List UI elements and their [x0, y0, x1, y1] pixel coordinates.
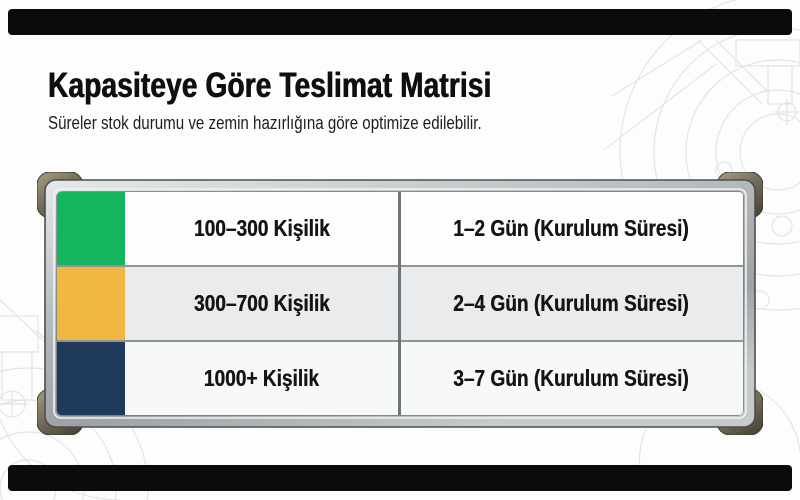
capacity-delivery-table: 100–300 Kişilik 1–2 Gün (Kurulum Süresi)… — [57, 192, 743, 415]
capacity-text: 1000+ Kişilik — [203, 365, 320, 391]
duration-cell: 2–4 Gün (Kurulum Süresi) — [398, 267, 743, 340]
top-bar — [8, 9, 792, 35]
duration-text: 3–7 Gün (Kurulum Süresi) — [452, 365, 689, 391]
capacity-color-chip-amber — [57, 267, 125, 340]
column-divider — [398, 192, 401, 415]
duration-cell: 3–7 Gün (Kurulum Süresi) — [398, 342, 743, 415]
duration-cell: 1–2 Gün (Kurulum Süresi) — [398, 192, 743, 265]
capacity-cell: 100–300 Kişilik — [125, 192, 398, 265]
duration-text: 1–2 Gün (Kurulum Süresi) — [452, 215, 689, 241]
duration-text: 2–4 Gün (Kurulum Süresi) — [452, 290, 689, 316]
bottom-bar — [8, 465, 792, 491]
capacity-cell: 300–700 Kişilik — [125, 267, 398, 340]
capacity-text: 100–300 Kişilik — [193, 215, 330, 241]
delivery-matrix-panel: 100–300 Kişilik 1–2 Gün (Kurulum Süresi)… — [37, 172, 763, 435]
capacity-color-chip-green — [57, 192, 125, 265]
capacity-cell: 1000+ Kişilik — [125, 342, 398, 415]
capacity-color-chip-navy — [57, 342, 125, 415]
capacity-text: 300–700 Kişilik — [193, 290, 330, 316]
page-subtitle: Süreler stok durumu ve zemin hazırlığına… — [48, 113, 482, 133]
page-title: Kapasiteye Göre Teslimat Matrisi — [48, 66, 492, 105]
